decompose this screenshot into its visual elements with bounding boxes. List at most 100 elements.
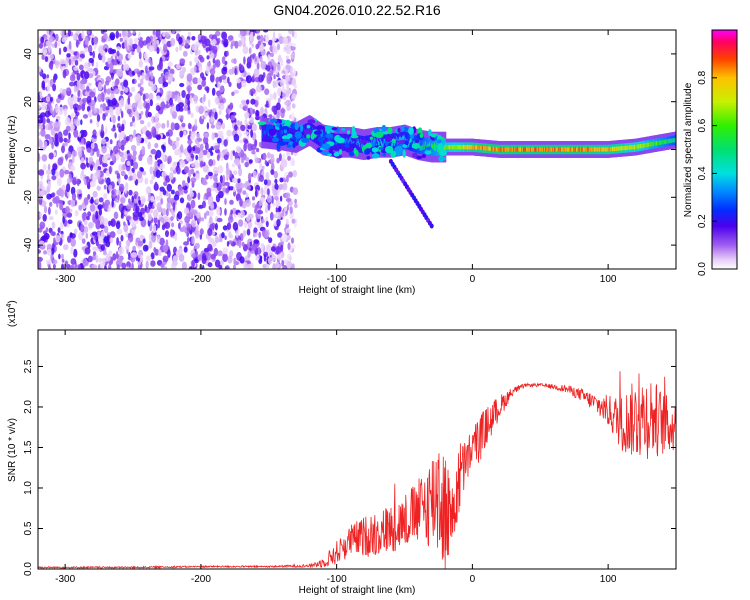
noise-speckle	[62, 129, 69, 136]
noise-speckle	[235, 182, 241, 190]
ridge-core	[428, 144, 430, 149]
noise-speckle	[206, 187, 212, 194]
noise-speckle	[95, 210, 99, 220]
noise-speckle	[187, 122, 192, 130]
noise-speckle	[272, 39, 275, 49]
noise-speckle	[213, 181, 217, 189]
noise-speckle	[118, 139, 121, 147]
snr-y-scale-close: )	[7, 300, 18, 303]
noise-speckle	[66, 177, 71, 185]
ridge-core	[420, 146, 422, 151]
ridge-blob	[310, 133, 315, 140]
noise-speckle	[218, 264, 223, 269]
ridge-blob	[437, 139, 442, 144]
noise-speckle	[281, 210, 285, 217]
noise-speckle	[103, 193, 108, 200]
noise-speckle	[232, 264, 237, 269]
noise-speckle	[261, 165, 265, 170]
noise-speckle	[183, 149, 188, 156]
noise-speckle	[254, 189, 258, 198]
noise-speckle	[152, 224, 157, 234]
ridge-core	[569, 147, 571, 152]
ridge-blob	[433, 144, 437, 152]
noise-speckle	[213, 247, 219, 257]
noise-speckle	[117, 194, 120, 201]
noise-speckle	[243, 139, 249, 144]
noise-speckle	[179, 70, 185, 76]
noise-speckle	[248, 159, 253, 164]
noise-speckle	[43, 232, 50, 240]
noise-speckle	[167, 94, 171, 100]
ridge-core	[591, 147, 593, 152]
noise-speckle	[69, 81, 75, 87]
ridge-blob	[366, 156, 371, 160]
noise-speckle	[51, 221, 56, 229]
noise-speckle	[201, 76, 207, 81]
ridge-blob	[325, 133, 334, 139]
noise-speckle	[200, 143, 204, 151]
noise-speckle	[46, 244, 52, 248]
ridge-blob	[346, 130, 351, 135]
noise-speckle	[240, 72, 245, 77]
noise-speckle	[118, 246, 125, 255]
noise-speckle	[172, 202, 176, 211]
noise-speckle	[150, 195, 155, 203]
ridge-blob	[364, 148, 371, 155]
noise-speckle	[49, 136, 53, 145]
noise-speckle	[187, 87, 191, 96]
noise-speckle	[51, 175, 57, 181]
noise-speckle	[213, 145, 220, 150]
noise-speckle	[38, 153, 41, 162]
noise-speckle	[155, 116, 159, 123]
noise-speckle	[63, 244, 69, 251]
noise-speckle	[133, 193, 137, 200]
noise-speckle	[72, 155, 75, 164]
svg-text:(x104): (x104)	[6, 300, 18, 327]
noise-speckle	[47, 180, 52, 189]
ridge-band	[354, 134, 356, 152]
ridge-blob	[381, 124, 387, 132]
noise-speckle	[278, 184, 284, 190]
noise-speckle	[166, 208, 169, 217]
noise-speckle	[86, 216, 90, 221]
ridge-core	[473, 145, 475, 150]
noise-speckle	[45, 259, 52, 265]
noise-speckle	[234, 124, 238, 131]
noise-speckle	[246, 56, 252, 65]
noise-speckle	[159, 163, 165, 170]
noise-speckle	[252, 170, 257, 179]
noise-speckle	[118, 33, 122, 38]
ridge-blob	[338, 149, 343, 155]
ridge-core	[356, 138, 359, 143]
noise-speckle	[285, 228, 291, 233]
noise-speckle	[249, 116, 255, 124]
ridge-core	[550, 147, 553, 152]
noise-speckle	[160, 263, 165, 268]
noise-speckle	[190, 199, 196, 209]
noise-speckle	[41, 54, 45, 60]
noise-speckle	[96, 185, 101, 191]
noise-speckle	[238, 132, 242, 138]
ridge-core	[435, 145, 438, 150]
noise-speckle	[205, 174, 209, 180]
ridge-core	[484, 146, 487, 151]
noise-speckle	[127, 155, 132, 162]
noise-speckle	[272, 263, 277, 269]
ridge-core	[486, 146, 488, 151]
noise-speckle	[281, 92, 286, 98]
noise-speckle	[161, 123, 166, 129]
noise-speckle	[273, 170, 279, 179]
noise-speckle	[43, 140, 48, 149]
noise-speckle	[189, 60, 192, 67]
noise-speckle	[124, 39, 128, 49]
noise-speckle	[155, 105, 161, 112]
noise-speckle	[52, 259, 58, 265]
ridge-core	[581, 147, 584, 152]
noise-speckle	[86, 95, 92, 104]
noise-speckle	[179, 82, 185, 88]
noise-speckle	[102, 30, 108, 33]
noise-speckle	[145, 65, 148, 74]
ridge-blob	[390, 150, 397, 158]
noise-speckle	[184, 39, 191, 45]
